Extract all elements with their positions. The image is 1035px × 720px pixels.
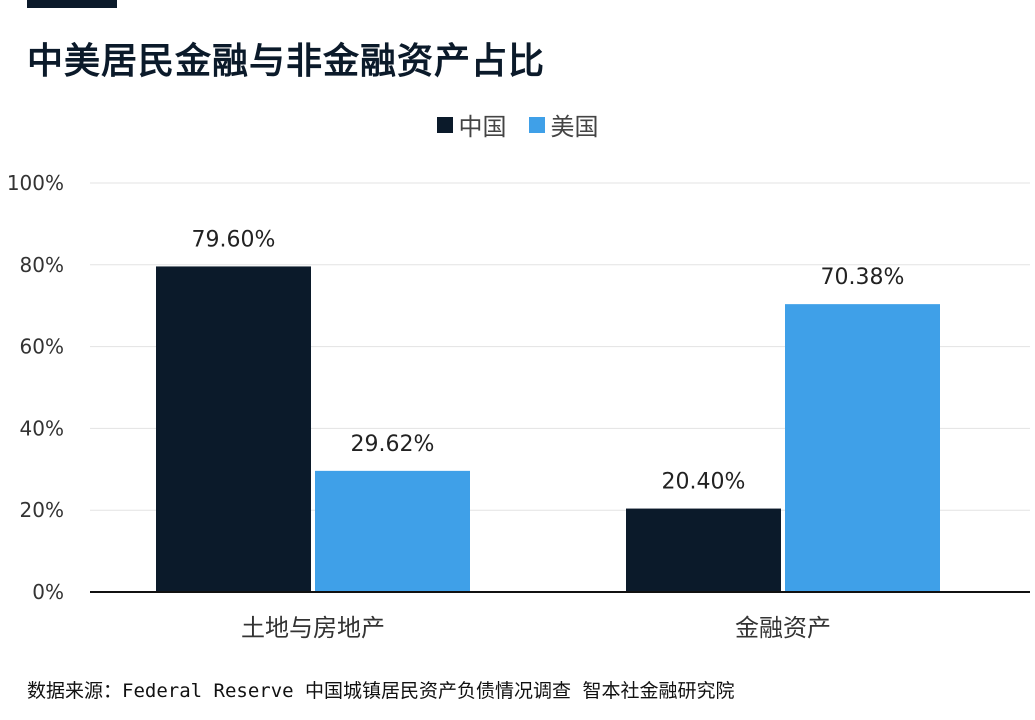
y-tick-label: 40% [20, 416, 64, 440]
bar [785, 304, 940, 592]
bar [315, 470, 470, 592]
legend-swatch-china [436, 116, 453, 133]
legend-label-china: 中国 [458, 113, 507, 141]
legend-swatch-usa [528, 116, 545, 133]
x-category-label: 金融资产 [735, 614, 831, 642]
y-tick-label: 60% [20, 335, 64, 359]
y-tick-label: 20% [20, 498, 64, 522]
data-label: 79.60% [192, 227, 276, 252]
y-tick-label: 80% [20, 253, 64, 277]
legend-item-china: 中国 [436, 107, 507, 142]
data-label: 70.38% [821, 265, 905, 290]
source-note: 数据来源：Federal Reserve 中国城镇居民资产负债情况调查 智本社金… [27, 680, 735, 702]
y-tick-label: 100% [7, 171, 64, 195]
title-accent-bar [27, 0, 117, 8]
legend: 中国 美国 [0, 107, 1035, 142]
bar [626, 508, 781, 592]
chart-title: 中美居民金融与非金融资产占比 [27, 41, 546, 82]
x-category-label: 土地与房地产 [241, 614, 385, 642]
bar [156, 266, 311, 592]
legend-label-usa: 美国 [550, 113, 599, 141]
data-label: 20.40% [662, 470, 746, 495]
y-tick-label: 0% [32, 580, 64, 604]
legend-item-usa: 美国 [528, 107, 599, 142]
data-label: 29.62% [351, 432, 435, 457]
